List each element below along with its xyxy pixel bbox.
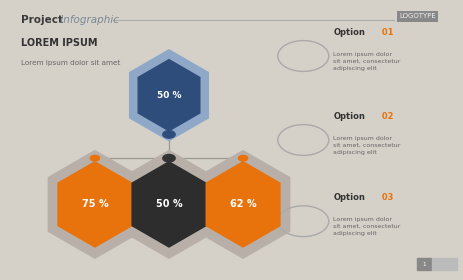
Polygon shape bbox=[138, 59, 200, 132]
Bar bbox=[417, 258, 431, 270]
Text: LOREM IPSUM: LOREM IPSUM bbox=[21, 38, 97, 48]
Text: 50 %: 50 % bbox=[156, 199, 182, 209]
Text: 02: 02 bbox=[379, 112, 393, 121]
Polygon shape bbox=[48, 150, 142, 259]
Text: Option: Option bbox=[333, 28, 365, 37]
Bar bbox=[432, 258, 457, 270]
Text: 01: 01 bbox=[379, 28, 393, 37]
Polygon shape bbox=[196, 150, 290, 259]
Polygon shape bbox=[131, 161, 206, 248]
Circle shape bbox=[90, 155, 100, 161]
Text: 50 %: 50 % bbox=[157, 91, 181, 100]
Polygon shape bbox=[206, 161, 281, 248]
Circle shape bbox=[163, 131, 175, 138]
Text: Lorem ipsum dolor sit amet: Lorem ipsum dolor sit amet bbox=[21, 60, 120, 66]
Text: Lorem ipsum dolor
sit amet, consectetur
adipiscing elit: Lorem ipsum dolor sit amet, consectetur … bbox=[333, 217, 401, 236]
Circle shape bbox=[238, 155, 248, 161]
Text: Project: Project bbox=[21, 15, 63, 25]
Text: Lorem ipsum dolor
sit amet, consectetur
adipiscing elit: Lorem ipsum dolor sit amet, consectetur … bbox=[333, 52, 401, 71]
Text: 1: 1 bbox=[422, 262, 425, 267]
Text: Option: Option bbox=[333, 112, 365, 121]
Polygon shape bbox=[129, 49, 209, 141]
Polygon shape bbox=[57, 161, 132, 248]
Polygon shape bbox=[122, 150, 216, 259]
Text: 03: 03 bbox=[379, 193, 393, 202]
Text: Lorem ipsum dolor
sit amet, consectetur
adipiscing elit: Lorem ipsum dolor sit amet, consectetur … bbox=[333, 136, 401, 155]
Text: Infographic: Infographic bbox=[57, 15, 119, 25]
Text: Option: Option bbox=[333, 193, 365, 202]
Text: 75 %: 75 % bbox=[81, 199, 108, 209]
Circle shape bbox=[163, 155, 175, 162]
Text: LOGOTYPE: LOGOTYPE bbox=[399, 13, 436, 19]
Text: 62 %: 62 % bbox=[230, 199, 257, 209]
